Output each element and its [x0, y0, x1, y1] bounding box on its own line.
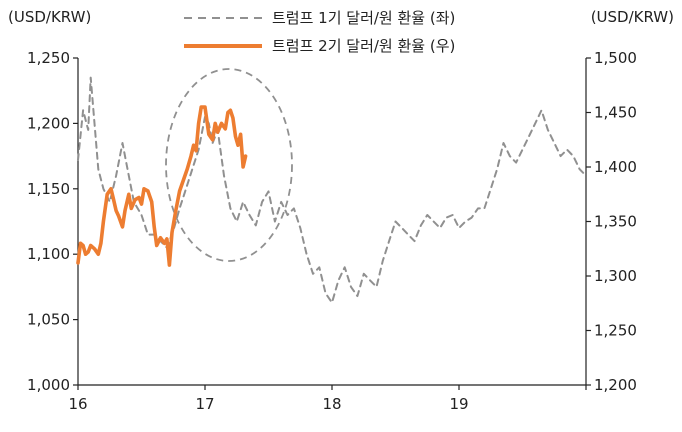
right-tick-label: 1,450	[594, 104, 637, 122]
right-tick-label: 1,400	[594, 158, 637, 176]
left-tick-label: 1,050	[27, 311, 70, 329]
series-line-term1	[77, 76, 587, 304]
left-tick-label: 1,100	[27, 245, 70, 263]
x-tick-label: 16	[68, 395, 87, 413]
right-axis-ticks: 1,200 1,250 1,300 1,350 1,400 1,450 1,500	[586, 49, 637, 394]
left-tick-label: 1,000	[27, 376, 70, 394]
left-tick-label: 1,200	[27, 114, 70, 132]
left-tick-label: 1,150	[27, 180, 70, 198]
series-line-term2	[76, 105, 248, 267]
right-tick-label: 1,300	[594, 267, 637, 285]
right-tick-label: 1,200	[594, 376, 637, 394]
legend-label-term2: 트럼프 2기 달러/원 환율 (우)	[272, 37, 455, 55]
left-axis-unit: (USD/KRW)	[8, 8, 91, 26]
legend: 트럼프 1기 달러/원 환율 (좌) 트럼프 2기 달러/원 환율 (우)	[184, 9, 455, 55]
right-tick-label: 1,350	[594, 213, 637, 231]
series-layer	[76, 76, 587, 304]
left-tick-label: 1,250	[27, 49, 70, 67]
right-axis-unit: (USD/KRW)	[591, 8, 674, 26]
x-tick-label: 17	[195, 395, 214, 413]
x-tick-label: 18	[322, 395, 341, 413]
right-tick-label: 1,250	[594, 322, 637, 340]
right-tick-label: 1,500	[594, 49, 637, 67]
x-axis-ticks: 16 17 18 19	[68, 385, 587, 413]
left-axis-ticks: 1,000 1,050 1,100 1,150 1,200 1,250	[27, 49, 78, 394]
highlight-ellipse	[165, 68, 293, 262]
x-tick-label: 19	[449, 395, 468, 413]
legend-label-term1: 트럼프 1기 달러/원 환율 (좌)	[272, 9, 455, 27]
